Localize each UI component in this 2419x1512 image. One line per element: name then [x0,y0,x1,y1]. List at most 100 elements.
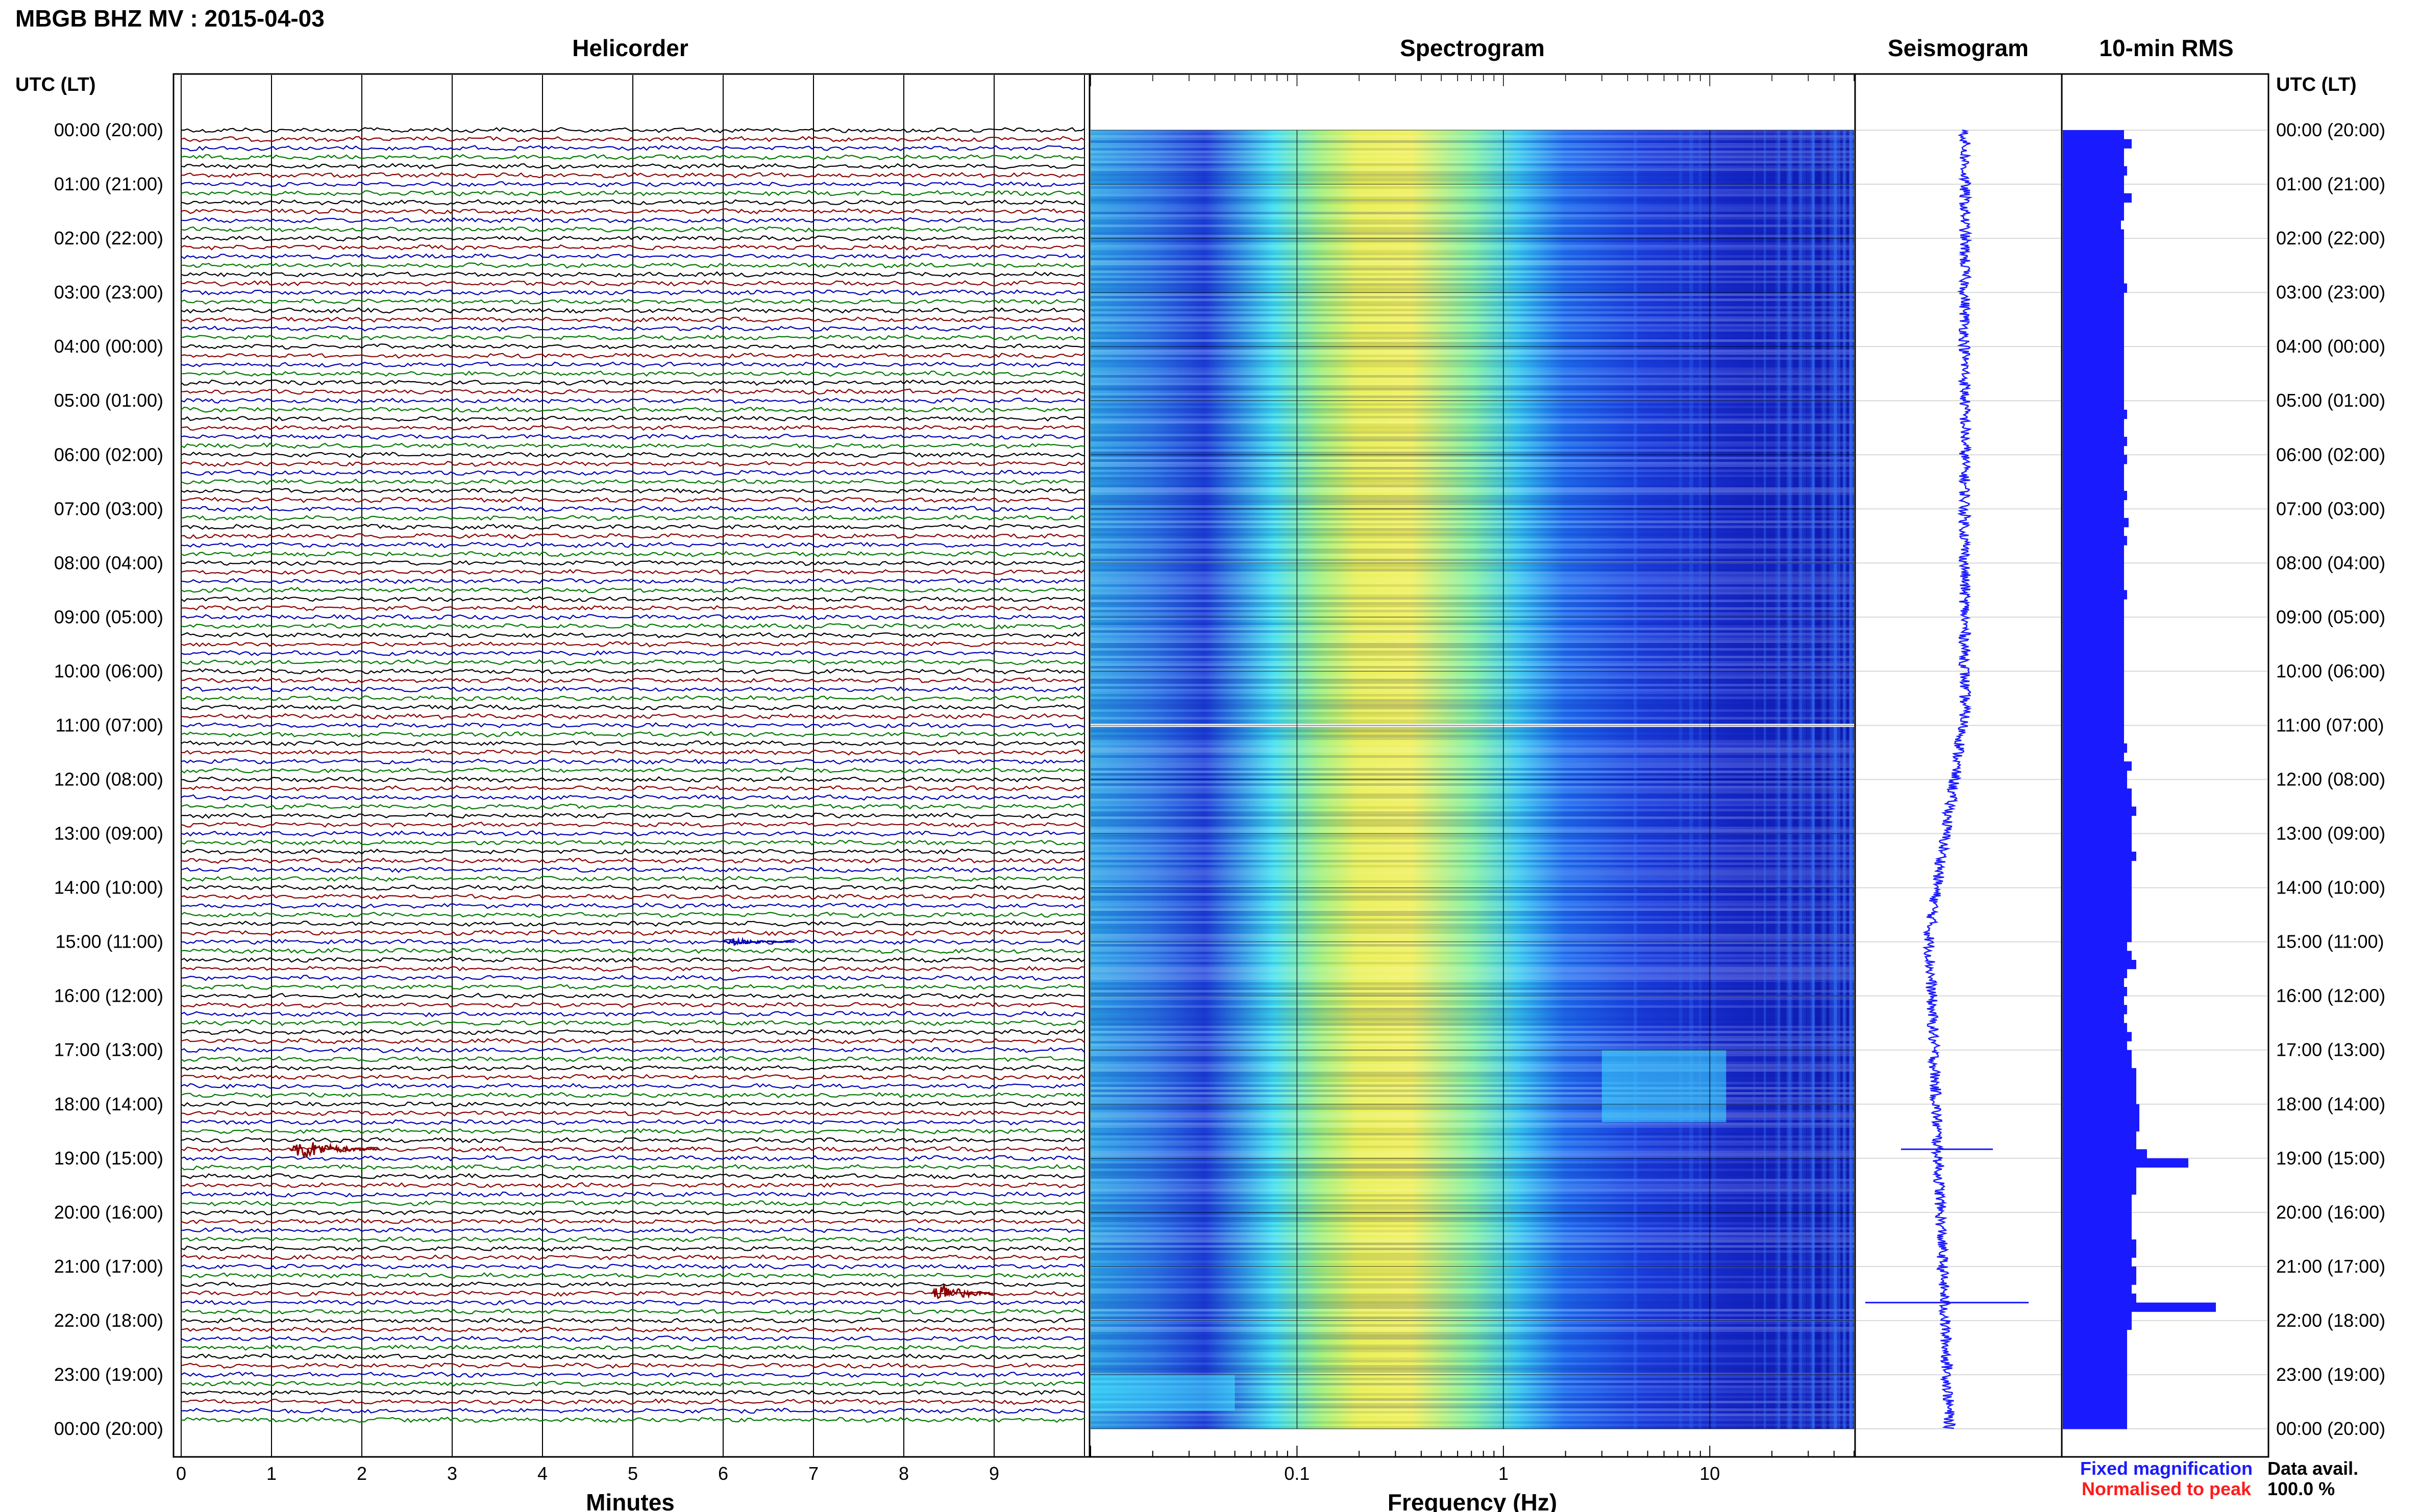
helicorder-trace-line [181,1254,1085,1261]
spectrogram-row [1091,232,1854,235]
spectrogram-row [1091,898,1854,901]
helicorder-trace-line [181,596,1085,603]
time-label: 11:00 (07:00) [56,714,163,735]
spectrogram-row [1091,640,1854,643]
spectrogram-row [1091,1414,1854,1416]
spectrogram-row [1091,281,1854,283]
rms-bar [2063,1041,2127,1051]
spectrogram-row [1091,587,1854,589]
spectrogram-row [1091,783,1854,786]
spectrogram-row [1091,265,1854,268]
spectrogram-row [1091,293,1854,296]
spectrogram-row [1091,1306,1854,1309]
rms-bar [2063,391,2124,401]
spectrogram-row [1091,1355,1854,1357]
spectrogram-row [1091,1138,1854,1141]
rms-bar [2063,734,2124,744]
spectrogram-row [1091,1061,1854,1064]
spectrogram-row [1091,1314,1854,1317]
rms-bar [2063,924,2132,933]
rms-bar [2063,851,2136,861]
helicorder-trace-line [181,1236,1084,1243]
spectrogram-row [1091,735,1854,737]
spectrogram-row [1091,1036,1854,1038]
helicorder-trace-line [181,821,1085,828]
spectrogram-row [1091,1281,1854,1283]
rms-bar [2063,635,2124,645]
data-avail-label: Data avail. [2267,1458,2358,1479]
rms-bar [2063,1176,2136,1186]
spectrogram-row [1091,1304,1854,1306]
spectrogram-row [1091,528,1854,531]
helicorder-trace-line [181,478,1085,485]
time-label: 00:00 (20:00) [54,119,163,140]
rms-bar [2063,1185,2136,1195]
rms-bar [2063,1122,2139,1132]
rms-bar [2063,346,2124,356]
spectrogram-row [1091,1263,1854,1266]
rms-bar [2063,554,2124,563]
spectrogram-row [1091,1222,1854,1225]
spectrogram-row [1091,967,1854,970]
spectrogram-row [1091,1199,1854,1202]
spectrogram-row [1091,605,1854,607]
rms-bar [2063,229,2124,239]
spectrogram-row [1091,173,1854,176]
helicorder-trace-line [181,776,1085,783]
spectrogram-row [1091,1069,1854,1072]
spectrogram-x-axis: 0.1 1 10 [1090,75,1855,1484]
rms-bar [2063,914,2132,924]
spectrogram-feature [1601,1050,1726,1123]
spectrogram-row [1091,1288,1854,1291]
spectrogram-row [1091,1271,1854,1273]
helicorder-trace-line [181,803,1085,810]
rms-bar [2063,401,2124,410]
spectrogram-row [1091,498,1854,500]
rms-bar [2063,1347,2127,1357]
helicorder-trace-line [181,1218,1085,1225]
x-tick-label: 0 [176,1463,186,1484]
helicorder-trace-line [181,758,1085,765]
spectrogram-row [1091,1067,1854,1069]
helicorder-traces [181,127,1085,1423]
spectrogram-row [1091,722,1854,725]
spectrogram-row [1091,184,1854,186]
rms-bar [2063,265,2124,275]
helicorder-trace-line [181,1308,1085,1315]
spectrogram-row [1091,1352,1854,1355]
spectrogram-row [1091,406,1854,408]
rms-bar [2063,870,2132,879]
spectrogram-row [1091,153,1854,156]
spectrogram-row [1091,643,1854,646]
time-label: 00:00 (20:00) [2276,119,2385,140]
spectrogram-row [1091,931,1854,934]
helicorder-trace-line [181,605,1085,611]
rms-bar [2063,193,2132,203]
spectrogram-row [1091,214,1854,217]
spectrogram-row [1091,1235,1854,1237]
helicorder-trace-line [181,1047,1085,1053]
rms-bar [2063,761,2132,771]
spectrogram-row [1091,1158,1854,1161]
rms-bar [2063,211,2124,221]
spectrogram-row [1091,1128,1854,1130]
spectrogram-row [1091,1163,1854,1166]
time-labels-right: 00:00 (20:00) 01:00 (21:00) 02:00 (22:00) 0… [2276,119,2385,1439]
spectrogram-row [1091,1026,1854,1028]
helicorder-trace-line [181,1407,1085,1414]
time-label: 10:00 (06:00) [2276,660,2385,681]
helicorder-trace-line [181,812,1085,819]
rms-bar [2063,337,2124,347]
spectrogram-row [1091,758,1854,760]
spectrogram-row [1091,750,1854,753]
helicorder-trace-line [181,1164,1085,1171]
spectrogram-row [1091,360,1854,362]
spectrogram-row [1091,1194,1854,1197]
helicorder-trace-line [181,353,1085,359]
spectrogram-row [1091,421,1854,424]
rms-bar [2063,1320,2132,1330]
spectrogram-row [1091,370,1854,373]
spectrogram-row [1091,788,1854,791]
spectrogram-row [1091,668,1854,671]
spectrogram-row [1091,447,1854,449]
